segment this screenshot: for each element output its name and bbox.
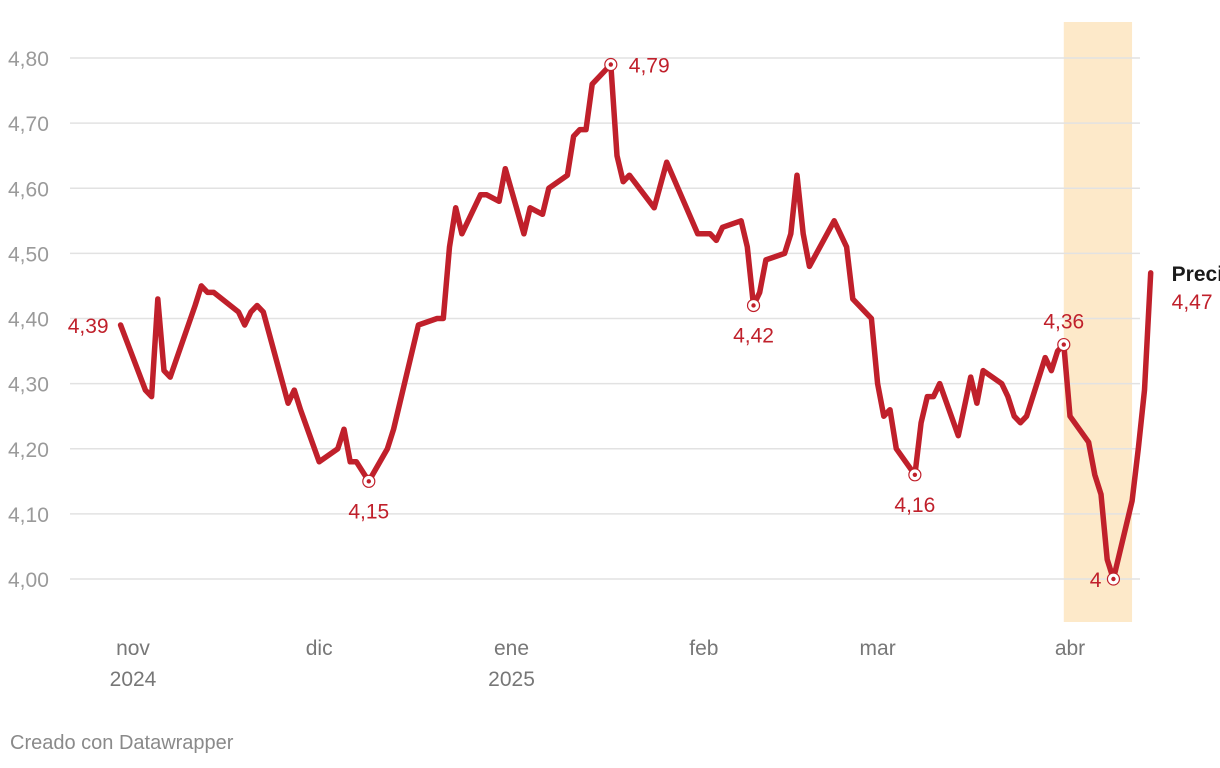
series-name-label: Precio [1172,263,1220,286]
annotation-marker-dot [912,472,918,477]
series-last-value-label: 4,47 [1172,291,1213,314]
y-tick-label: 4,20 [8,439,49,462]
x-tick-label: ene [494,637,529,660]
x-tick-label: nov [116,637,150,660]
annotation-label: 4,39 [68,315,109,338]
y-axis-tick-labels: 4,00 4,10 4,20 4,30 4,40 4,50 4,60 4,70 4,80 [8,48,49,592]
y-tick-label: 4,70 [8,113,49,136]
series-lines [117,61,1154,582]
highlight-band [1063,22,1133,622]
y-tick-label: 4,40 [8,309,49,332]
highlight-band-group [1063,22,1133,622]
annotation-label: 4,36 [1043,311,1084,334]
y-tick-label: 4,60 [8,178,49,201]
annotation-marker-dot [608,62,614,67]
x-tick-label: feb [689,637,718,660]
annotations: 4,39 4,15 4,79 4,42 4,16 4,36 4 [68,55,1121,592]
x-tick-label: mar [860,637,896,660]
annotation-label: 4,79 [629,55,670,78]
x-tick-sublabel: 2024 [110,668,157,691]
credit-text: Creado con Datawrapper [10,732,234,754]
line-chart: 4,00 4,10 4,20 4,30 4,40 4,50 4,60 4,70 4,80 nov… [8,22,1220,691]
y-tick-label: 4,80 [8,48,49,71]
y-tick-label: 4,00 [8,569,49,592]
annotation-marker-dot [751,303,756,308]
y-tick-label: 4,30 [8,374,49,397]
annotation-marker-dot [1061,342,1066,347]
x-tick-label: dic [306,637,333,660]
annotation-label: 4,15 [348,500,389,523]
gridlines [70,57,1140,580]
x-tick-label: abr [1055,637,1085,660]
series-line [117,61,1154,582]
x-axis-tick-labels: nov 2024 dic ene 2025 feb mar abr [110,637,1086,691]
y-tick-label: 4,10 [8,504,49,527]
y-tick-label: 4,50 [8,243,49,266]
x-tick-sublabel: 2025 [488,668,535,691]
series-end-labels: Precio 4,47 [1172,263,1220,314]
annotation-label: 4,42 [733,324,774,347]
annotation-label: 4 [1090,569,1102,592]
annotation-marker-dot [366,479,372,484]
annotation-label: 4,16 [894,494,935,517]
annotation-marker-dot [1111,576,1116,582]
